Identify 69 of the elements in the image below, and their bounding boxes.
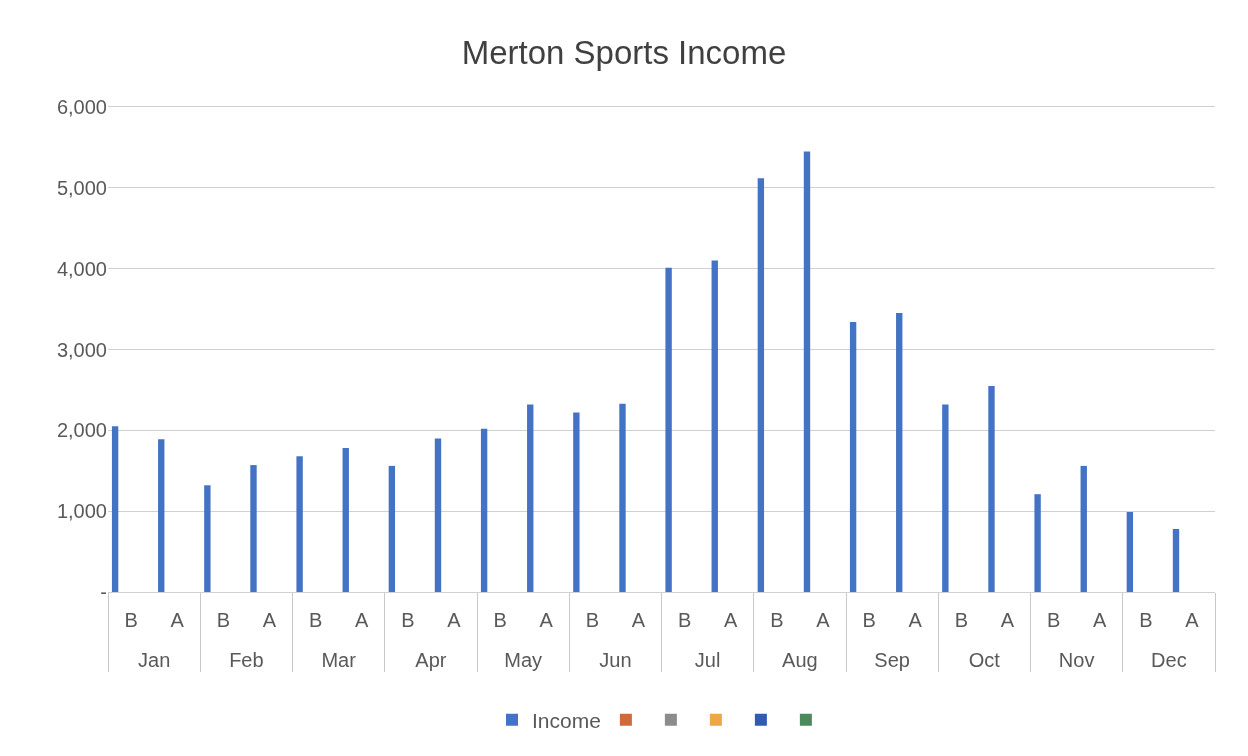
bar	[158, 439, 165, 592]
text: Mar	[321, 649, 357, 671]
bar	[111, 426, 119, 592]
x-tick-label: A	[1093, 609, 1108, 631]
x-tick-label: A	[724, 609, 739, 631]
bar	[434, 438, 442, 592]
y-tick-label: 5,000	[56, 176, 107, 199]
y-tick-label: 2,000	[56, 419, 107, 442]
bar	[942, 404, 949, 592]
x-tick-label: A	[170, 609, 185, 631]
y-tick-label: 1,000	[56, 500, 107, 523]
bar	[527, 404, 534, 592]
x-tick-label: B	[585, 609, 599, 631]
text: Jun	[599, 649, 632, 671]
legend-label: Income	[532, 708, 601, 732]
bar	[1080, 465, 1087, 592]
bar	[711, 260, 718, 592]
bar	[896, 313, 903, 592]
bar	[1126, 511, 1134, 592]
x-tick-label: A	[908, 609, 923, 631]
x-tick-label: A	[539, 609, 554, 631]
x-tick-label: A	[1000, 609, 1015, 631]
text: Sep	[874, 649, 910, 671]
bar	[1034, 494, 1041, 592]
text: Nov	[1058, 649, 1095, 671]
x-tick-label: B	[1046, 609, 1061, 631]
bar	[250, 465, 257, 592]
bar	[619, 403, 626, 592]
text: Feb	[229, 649, 264, 671]
y-tick-label: 4,000	[56, 257, 107, 280]
x-tick-label: A	[1185, 609, 1200, 631]
x-tick-label: A	[355, 609, 370, 631]
x-tick-label: B	[862, 609, 876, 631]
y-tick-label: -	[100, 581, 107, 603]
x-tick-label: B	[954, 609, 968, 631]
text: Oct	[968, 649, 1001, 671]
x-tick-label: A	[816, 609, 831, 631]
x-tick-label: B	[308, 609, 323, 631]
bar	[204, 485, 211, 592]
x-tick-label: A	[447, 609, 462, 631]
x-tick-label: B	[770, 609, 784, 631]
y-tick-label: 3,000	[56, 338, 107, 361]
x-tick-label: B	[1139, 609, 1153, 631]
text: Apr	[415, 649, 447, 671]
x-tick-label: B	[216, 609, 230, 631]
bar	[988, 385, 995, 592]
x-tick-label: B	[677, 609, 692, 631]
bar	[1172, 528, 1180, 592]
bar	[480, 428, 488, 592]
y-tick-label: 6,000	[56, 96, 107, 118]
bar	[342, 448, 349, 592]
bar	[388, 465, 396, 592]
bar	[296, 456, 303, 592]
text: May	[504, 649, 543, 671]
x-tick-label: B	[493, 609, 507, 631]
bar	[849, 322, 857, 592]
text: Jan	[138, 649, 171, 671]
bar	[665, 267, 672, 592]
text: Jul	[694, 649, 721, 671]
x-tick-label: B	[401, 609, 415, 631]
text: Aug	[782, 649, 818, 671]
bar	[757, 178, 765, 592]
chart-title: Merton Sports Income	[461, 33, 787, 71]
x-tick-label: A	[631, 609, 646, 631]
text: Dec	[1151, 649, 1187, 671]
bar	[573, 412, 580, 592]
bar	[803, 151, 811, 592]
x-tick-label: B	[124, 609, 138, 631]
x-tick-label: A	[262, 609, 277, 631]
